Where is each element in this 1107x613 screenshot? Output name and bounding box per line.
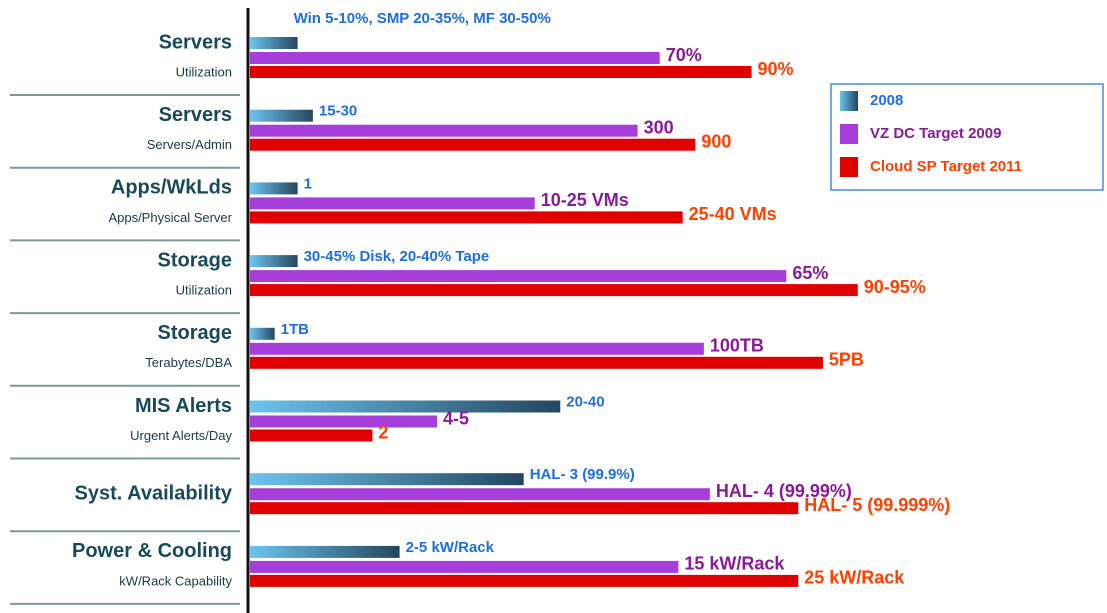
- category-subtitle: Utilization: [176, 283, 232, 298]
- bar: [250, 400, 561, 413]
- bar: [250, 415, 437, 428]
- legend-label: Cloud SP Target 2011: [870, 158, 1022, 175]
- value-label: HAL- 5 (99.999%): [804, 495, 950, 515]
- value-label: HAL- 4 (99.99%): [716, 481, 852, 501]
- value-label: 5PB: [829, 350, 864, 370]
- value-label: 25 kW/Rack: [804, 568, 905, 588]
- category-label: Syst. Availability: [75, 482, 233, 504]
- bar: [250, 124, 638, 137]
- bar: [250, 560, 679, 573]
- bar: [250, 211, 683, 224]
- value-label: 30-45% Disk, 20-40% Tape: [304, 248, 490, 265]
- value-label: 90%: [758, 59, 794, 79]
- legend-label: VZ DC Target 2009: [870, 125, 1001, 142]
- bar: [250, 502, 799, 515]
- legend-box: [830, 83, 1104, 191]
- bar: [250, 356, 823, 369]
- value-label: 2: [378, 422, 388, 442]
- bar: [250, 574, 799, 587]
- category-subtitle: Utilization: [176, 64, 232, 79]
- value-label: 65%: [792, 263, 828, 283]
- value-label: 70%: [666, 45, 702, 65]
- value-label: 20-40: [566, 393, 604, 410]
- value-label: 900: [701, 131, 731, 151]
- bar: [250, 342, 704, 355]
- value-label: 100TB: [710, 336, 764, 356]
- value-label: HAL- 3 (99.9%): [530, 466, 635, 483]
- category-subtitle: Apps/Physical Server: [108, 210, 232, 225]
- category-subtitle: Servers/Admin: [147, 137, 232, 152]
- value-label: 25-40 VMs: [689, 204, 777, 224]
- category-subtitle: Urgent Alerts/Day: [130, 428, 232, 443]
- bar: [250, 327, 275, 340]
- bar: [250, 284, 858, 297]
- value-label: 1: [304, 175, 312, 192]
- category-label: Servers: [159, 31, 232, 53]
- bar: [250, 37, 298, 49]
- value-label: 15-30: [319, 103, 357, 120]
- category-label: Storage: [158, 249, 232, 271]
- value-label: 90-95%: [864, 277, 926, 297]
- category-subtitle: Terabytes/DBA: [145, 355, 232, 370]
- category-label: Servers: [159, 104, 232, 126]
- category-label: Apps/WkLds: [111, 177, 232, 199]
- value-label: 15 kW/Rack: [684, 554, 785, 574]
- category-subtitle: kW/Rack Capability: [119, 573, 232, 588]
- bar: [250, 66, 752, 78]
- value-label: 300: [644, 117, 674, 137]
- category-label: Storage: [158, 322, 232, 344]
- value-label: Win 5-10%, SMP 20-35%, MF 30-50%: [294, 10, 551, 27]
- bar: [250, 197, 535, 210]
- bar: [250, 429, 373, 442]
- bar: [250, 109, 313, 122]
- value-label: 10-25 VMs: [541, 190, 629, 210]
- bar: [250, 473, 524, 486]
- bar: [250, 182, 298, 195]
- bar: [250, 270, 787, 283]
- legend-label: 2008: [870, 92, 903, 109]
- bar: [250, 488, 710, 501]
- legend-swatch: [840, 157, 858, 177]
- category-label: Power & Cooling: [72, 540, 232, 562]
- legend-swatch: [840, 124, 858, 144]
- category-label: MIS Alerts: [135, 395, 232, 417]
- value-label: 4-5: [443, 408, 469, 428]
- bar: [250, 545, 400, 558]
- bar: [250, 255, 298, 268]
- bar: [250, 52, 660, 64]
- bar: [250, 138, 696, 151]
- legend-swatch: [840, 91, 858, 111]
- value-label: 1TB: [281, 321, 310, 338]
- value-label: 2-5 kW/Rack: [406, 539, 495, 556]
